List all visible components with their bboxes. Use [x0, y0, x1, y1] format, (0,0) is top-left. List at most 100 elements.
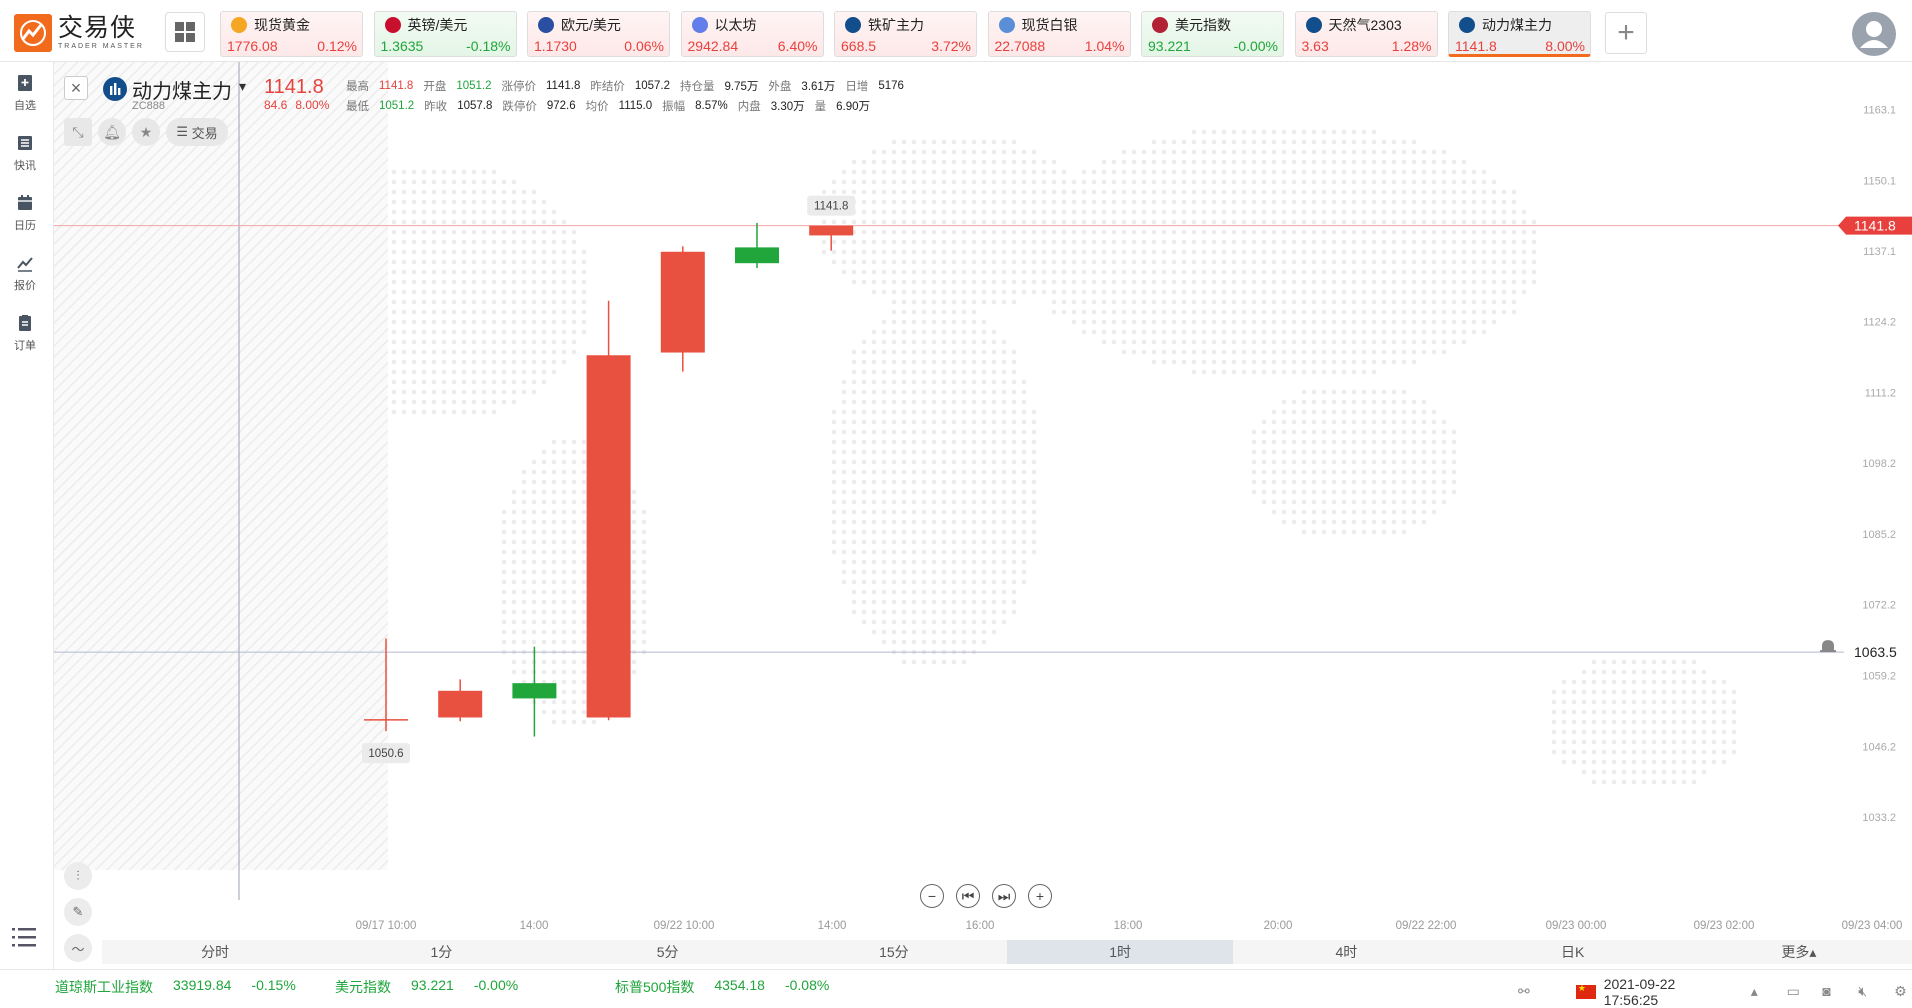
candle-body[interactable] [438, 690, 483, 718]
index-quote[interactable]: 标普500指数 4354.18 -0.08% [615, 977, 829, 997]
world-map-background [281, 129, 1737, 785]
period-tab[interactable]: 分时 [201, 944, 230, 960]
period-tab[interactable]: 日K [1560, 944, 1585, 960]
status-right: ⚯ 2021-09-22 17:56:25 ▴ ▭ ◙ 🔇︎ ⚙ [1500, 976, 1912, 1008]
candle-body[interactable] [809, 225, 854, 236]
symbol-name[interactable]: 动力煤主力 [132, 81, 232, 103]
ticker-card[interactable]: 铁矿主力 668.5 3.72% [834, 11, 977, 57]
menu-list-icon[interactable] [12, 926, 36, 953]
y-tick-label: 1150.1 [1863, 175, 1896, 187]
candle-body[interactable] [512, 683, 557, 699]
user-avatar[interactable] [1852, 12, 1896, 56]
nav-item-0[interactable]: 自选 [0, 74, 50, 113]
close-chart-button[interactable]: × [64, 76, 88, 100]
nav-item-2[interactable]: 日历 [0, 194, 50, 233]
ticker-values: 93.221 -0.00% [1148, 38, 1278, 54]
period-tab[interactable]: 15分 [879, 944, 909, 960]
fullscreen-button[interactable]: ⤡ [64, 118, 92, 146]
ticker-card[interactable]: 以太坊 2942.84 6.40% [680, 11, 824, 57]
draw-button[interactable]: ✎ [64, 898, 92, 926]
ticker-name-text: 以太坊 [714, 17, 757, 33]
crosshair-price-label: 1063.5 [1854, 644, 1897, 660]
last-price-label: 1141.8 [1854, 218, 1896, 234]
quote-chart-icon [17, 257, 33, 272]
indicator-button[interactable]: ⫶ [64, 862, 92, 890]
index-name: 美元指数 [335, 979, 391, 995]
y-tick-label: 1033.2 [1862, 812, 1896, 824]
nav-item-1[interactable]: 快讯 [0, 134, 50, 173]
stat-label: 涨停价 [501, 81, 537, 93]
symbol-dropdown-icon[interactable]: ▾ [239, 78, 247, 94]
period-selector: 分时 1分 5分 15分 1时 4时 日K 更多▴ [102, 940, 1912, 964]
screen-off-icon[interactable]: ▭ [1786, 983, 1800, 999]
jump-start-button[interactable]: ⏮ [956, 884, 980, 908]
candle-body[interactable] [364, 719, 408, 721]
ticker-values: 1.1730 0.06% [534, 38, 664, 54]
add-ticker-button[interactable]: + [1605, 12, 1647, 54]
pencil-icon: ✎ [72, 904, 84, 919]
stat-value: 1057.2 [634, 80, 671, 92]
candle-body[interactable] [660, 251, 705, 353]
crosshair-alert-icon[interactable] [1820, 640, 1836, 653]
trade-button[interactable]: ☰ 交易 [166, 118, 228, 146]
alert-button[interactable]: 🔔︎ [98, 118, 126, 146]
ticker-change: 3.72% [931, 38, 971, 54]
index-quote[interactable]: 道琼斯工业指数 33919.84 -0.15% [55, 977, 296, 997]
camera-icon[interactable]: ◙ [1822, 983, 1831, 999]
candle-body[interactable] [735, 247, 779, 264]
line-chart-icon: 〜 [71, 941, 85, 957]
layout-grid-button[interactable] [165, 12, 205, 52]
favorite-button[interactable]: ★ [132, 118, 160, 146]
stat-label: 开盘 [423, 81, 447, 93]
ticker-card[interactable]: 现货白银 22.7088 1.04% [987, 11, 1131, 57]
high-price-badge [807, 195, 856, 216]
caret-up-icon[interactable]: ▴ [1750, 983, 1758, 999]
period-tab[interactable]: 更多▴ [1781, 944, 1817, 960]
ticker-card[interactable]: 美元指数 93.221 -0.00% [1141, 11, 1284, 57]
y-tick-label: 1111.2 [1865, 387, 1896, 399]
period-tab[interactable]: 5分 [656, 944, 679, 960]
ticker-price: 1141.8 [1455, 38, 1497, 54]
ticker-card[interactable]: 英镑/美元 1.3635 -0.18% [373, 11, 517, 57]
candle-body[interactable] [586, 355, 631, 718]
expand-icon: ⤡ [72, 123, 84, 140]
ticker-name: 以太坊 [688, 15, 818, 35]
ticker-price: 2942.84 [687, 38, 739, 54]
ticker-card[interactable]: 欧元/美元 1.1730 0.06% [527, 11, 670, 57]
period-tab[interactable]: 4时 [1335, 944, 1358, 960]
ticker-card[interactable]: 现货黄金 1776.08 0.12% [220, 11, 363, 57]
chart-type-button[interactable]: 〜 [64, 934, 92, 962]
candlestick-chart[interactable]: 1163.1 1150.1 1137.1 1124.2 1111.2 1098.2 1085… [54, 62, 1912, 936]
period-tab[interactable]: 1时 [1007, 940, 1234, 964]
mute-icon[interactable]: 🔇︎ [1858, 983, 1868, 999]
period-tab[interactable]: 1分 [430, 944, 453, 960]
settings-icon[interactable]: ⚙ [1894, 983, 1907, 999]
nav-label: 报价 [14, 280, 36, 292]
crosshair-price-box [1846, 642, 1912, 663]
logo-title: 交易侠 [58, 14, 137, 42]
zoom-out-button[interactable]: − [920, 884, 944, 908]
index-quote[interactable]: 美元指数 93.221 -0.00% [335, 977, 518, 997]
index-change: -0.08% [784, 977, 830, 993]
ticker-card[interactable]: 动力煤主力 1141.8 8.00% [1448, 11, 1591, 57]
stat-label: 外盘 [768, 81, 792, 93]
calendar-icon [18, 195, 32, 210]
zoom-in-button[interactable]: + [1028, 884, 1052, 908]
ticker-name-text: 天然气2303 [1328, 17, 1402, 33]
ticker-name-text: 英镑/美元 [407, 17, 468, 33]
ticker-card[interactable]: 天然气2303 3.63 1.28% [1294, 11, 1438, 57]
ticker-change: 1.28% [1391, 38, 1432, 54]
connection-icon[interactable]: ⚯ [1518, 983, 1530, 999]
jump-end-button[interactable]: ⏭ [992, 884, 1016, 908]
ticker-values: 1.3635 -0.18% [381, 38, 511, 54]
nav-item-3[interactable]: 报价 [0, 254, 50, 293]
app-logo[interactable]: 交易侠 TRADER MASTER [14, 14, 144, 52]
nav-item-4[interactable]: 订单 [0, 314, 50, 353]
ticker-icon [1305, 17, 1322, 33]
status-bar: 道琼斯工业指数 33919.84 -0.15% 美元指数 93.221 -0.00% 标普5… [0, 969, 1912, 1008]
ticker-name-text: 动力煤主力 [1482, 17, 1552, 33]
symbol-code: ZC888 [132, 100, 166, 112]
star-icon: ★ [139, 123, 153, 140]
chart-panel: 1163.1 1150.1 1137.1 1124.2 1111.2 1098.2 1085… [54, 62, 1912, 964]
nav-label: 日历 [14, 220, 36, 232]
